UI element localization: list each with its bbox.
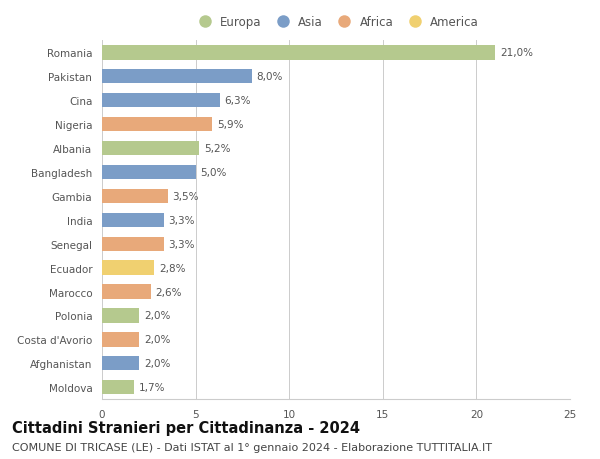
- Bar: [102, 332, 139, 347]
- Text: 6,3%: 6,3%: [224, 96, 251, 106]
- Bar: [102, 285, 151, 299]
- Text: 3,3%: 3,3%: [169, 215, 195, 225]
- Text: 3,5%: 3,5%: [172, 191, 199, 202]
- Bar: [102, 94, 220, 108]
- Text: 3,3%: 3,3%: [169, 239, 195, 249]
- Bar: [102, 70, 252, 84]
- Text: 2,0%: 2,0%: [144, 335, 170, 345]
- Bar: [102, 189, 167, 204]
- Text: 5,9%: 5,9%: [217, 120, 244, 130]
- Text: 2,8%: 2,8%: [159, 263, 185, 273]
- Text: 5,2%: 5,2%: [204, 144, 230, 154]
- Bar: [102, 165, 196, 180]
- Bar: [102, 380, 134, 395]
- Text: Cittadini Stranieri per Cittadinanza - 2024: Cittadini Stranieri per Cittadinanza - 2…: [12, 420, 360, 435]
- Bar: [102, 237, 164, 252]
- Text: 2,6%: 2,6%: [155, 287, 182, 297]
- Legend: Europa, Asia, Africa, America: Europa, Asia, Africa, America: [188, 11, 484, 34]
- Bar: [102, 46, 495, 61]
- Text: 5,0%: 5,0%: [200, 168, 227, 178]
- Text: 8,0%: 8,0%: [256, 72, 283, 82]
- Bar: [102, 356, 139, 371]
- Text: 1,7%: 1,7%: [139, 382, 165, 392]
- Text: COMUNE DI TRICASE (LE) - Dati ISTAT al 1° gennaio 2024 - Elaborazione TUTTITALIA: COMUNE DI TRICASE (LE) - Dati ISTAT al 1…: [12, 442, 492, 452]
- Text: 21,0%: 21,0%: [500, 48, 533, 58]
- Bar: [102, 141, 199, 156]
- Bar: [102, 118, 212, 132]
- Bar: [102, 308, 139, 323]
- Bar: [102, 213, 164, 228]
- Text: 2,0%: 2,0%: [144, 311, 170, 321]
- Bar: [102, 261, 154, 275]
- Text: 2,0%: 2,0%: [144, 358, 170, 369]
